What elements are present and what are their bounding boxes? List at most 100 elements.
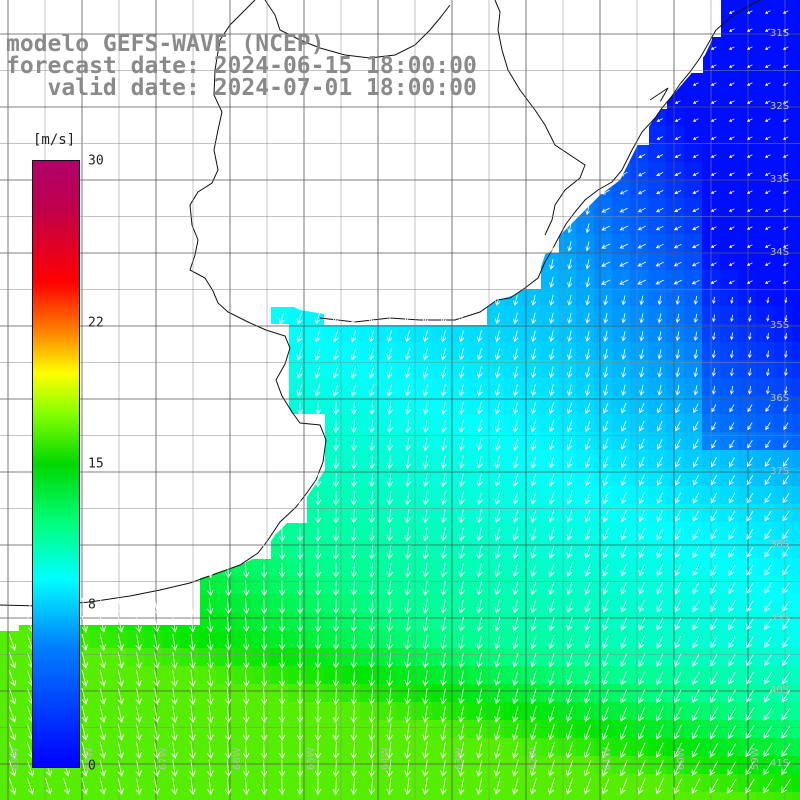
wind-arrow xyxy=(782,118,789,122)
wind-arrow xyxy=(727,725,737,740)
wind-arrow xyxy=(657,403,663,414)
field-cell xyxy=(324,432,343,451)
field-cell xyxy=(450,720,469,739)
field-cell xyxy=(612,450,631,469)
field-cell xyxy=(342,630,361,649)
field-cell xyxy=(684,180,703,199)
field-cell xyxy=(288,594,307,613)
wind-arrow xyxy=(476,741,483,760)
wind-arrow xyxy=(548,670,555,686)
field-cell xyxy=(252,756,271,775)
wind-arrow xyxy=(728,689,736,703)
field-cell xyxy=(648,252,667,271)
wind-arrow xyxy=(620,635,627,650)
wind-arrow xyxy=(332,330,339,343)
wind-arrow xyxy=(530,724,537,741)
wind-arrow xyxy=(404,741,411,760)
wind-arrow xyxy=(350,509,358,524)
wind-arrow xyxy=(656,653,664,668)
field-cell xyxy=(666,396,685,415)
wind-arrow xyxy=(691,725,700,740)
wind-arrow xyxy=(332,347,339,361)
field-cell xyxy=(504,414,523,433)
field-cell xyxy=(342,612,361,631)
wind-arrow xyxy=(710,618,718,631)
field-cell xyxy=(720,36,739,55)
field-cell xyxy=(360,738,379,757)
field-cell xyxy=(378,594,397,613)
wind-arrow xyxy=(368,634,376,651)
wind-arrow xyxy=(692,618,700,631)
wind-arrow xyxy=(530,563,537,578)
field-cell xyxy=(720,576,739,595)
field-cell xyxy=(738,126,757,145)
field-cell xyxy=(756,216,775,235)
field-cell xyxy=(468,792,487,800)
field-cell xyxy=(396,342,415,361)
field-cell xyxy=(576,774,595,793)
wind-arrow xyxy=(621,366,627,378)
field-cell xyxy=(342,342,361,361)
field-cell xyxy=(270,756,289,775)
field-cell xyxy=(342,324,361,343)
wind-arrow xyxy=(710,262,717,266)
wind-arrow xyxy=(476,723,483,741)
wind-arrow xyxy=(764,600,772,613)
field-cell xyxy=(162,756,181,775)
wind-arrow xyxy=(638,581,645,595)
wind-arrow xyxy=(458,473,465,488)
field-cell xyxy=(720,630,739,649)
field-cell xyxy=(756,414,775,433)
field-cell xyxy=(486,324,505,343)
field-cell xyxy=(306,792,325,800)
field-cell xyxy=(648,360,667,379)
wind-arrow xyxy=(512,491,519,505)
field-cell xyxy=(738,270,757,289)
field-cell xyxy=(738,576,757,595)
field-cell xyxy=(396,666,415,685)
wind-arrow xyxy=(422,473,429,488)
wind-arrow xyxy=(494,491,501,505)
wind-arrow xyxy=(117,723,124,742)
wind-arrow xyxy=(117,759,124,778)
wind-arrow xyxy=(458,723,465,741)
field-cell xyxy=(702,414,721,433)
field-cell xyxy=(738,360,757,379)
wind-arrow xyxy=(603,384,609,397)
field-cell xyxy=(630,414,649,433)
wind-arrow xyxy=(693,313,698,324)
field-cell xyxy=(342,414,361,433)
field-cell xyxy=(360,342,379,361)
wind-arrow xyxy=(171,651,178,669)
wind-arrow xyxy=(494,777,501,795)
wind-arrow xyxy=(639,402,645,414)
wind-arrow xyxy=(368,670,375,687)
wind-arrow xyxy=(81,633,88,651)
wind-arrow xyxy=(692,226,700,231)
field-cell xyxy=(702,792,721,800)
wind-arrow xyxy=(530,670,537,686)
wind-arrow xyxy=(620,456,627,469)
field-cell xyxy=(774,774,793,793)
wind-arrow xyxy=(386,580,394,596)
wind-arrow xyxy=(656,582,664,595)
field-cell xyxy=(738,450,757,469)
wind-arrow xyxy=(783,404,789,412)
wind-arrow xyxy=(260,723,268,742)
wind-arrow xyxy=(656,564,664,577)
wind-arrow xyxy=(584,724,592,741)
wind-arrow xyxy=(711,350,716,359)
wind-arrow xyxy=(675,367,681,378)
wind-arrow xyxy=(135,705,142,724)
field-cell xyxy=(756,666,775,685)
field-cell xyxy=(774,486,793,505)
wind-arrow xyxy=(673,742,682,758)
field-cell xyxy=(396,378,415,397)
wind-arrow xyxy=(512,509,519,524)
field-cell xyxy=(774,522,793,541)
field-cell xyxy=(774,144,793,163)
wind-arrow xyxy=(603,313,609,324)
wind-arrow xyxy=(549,312,555,325)
wind-arrow xyxy=(314,616,322,633)
wind-arrow xyxy=(674,456,681,468)
